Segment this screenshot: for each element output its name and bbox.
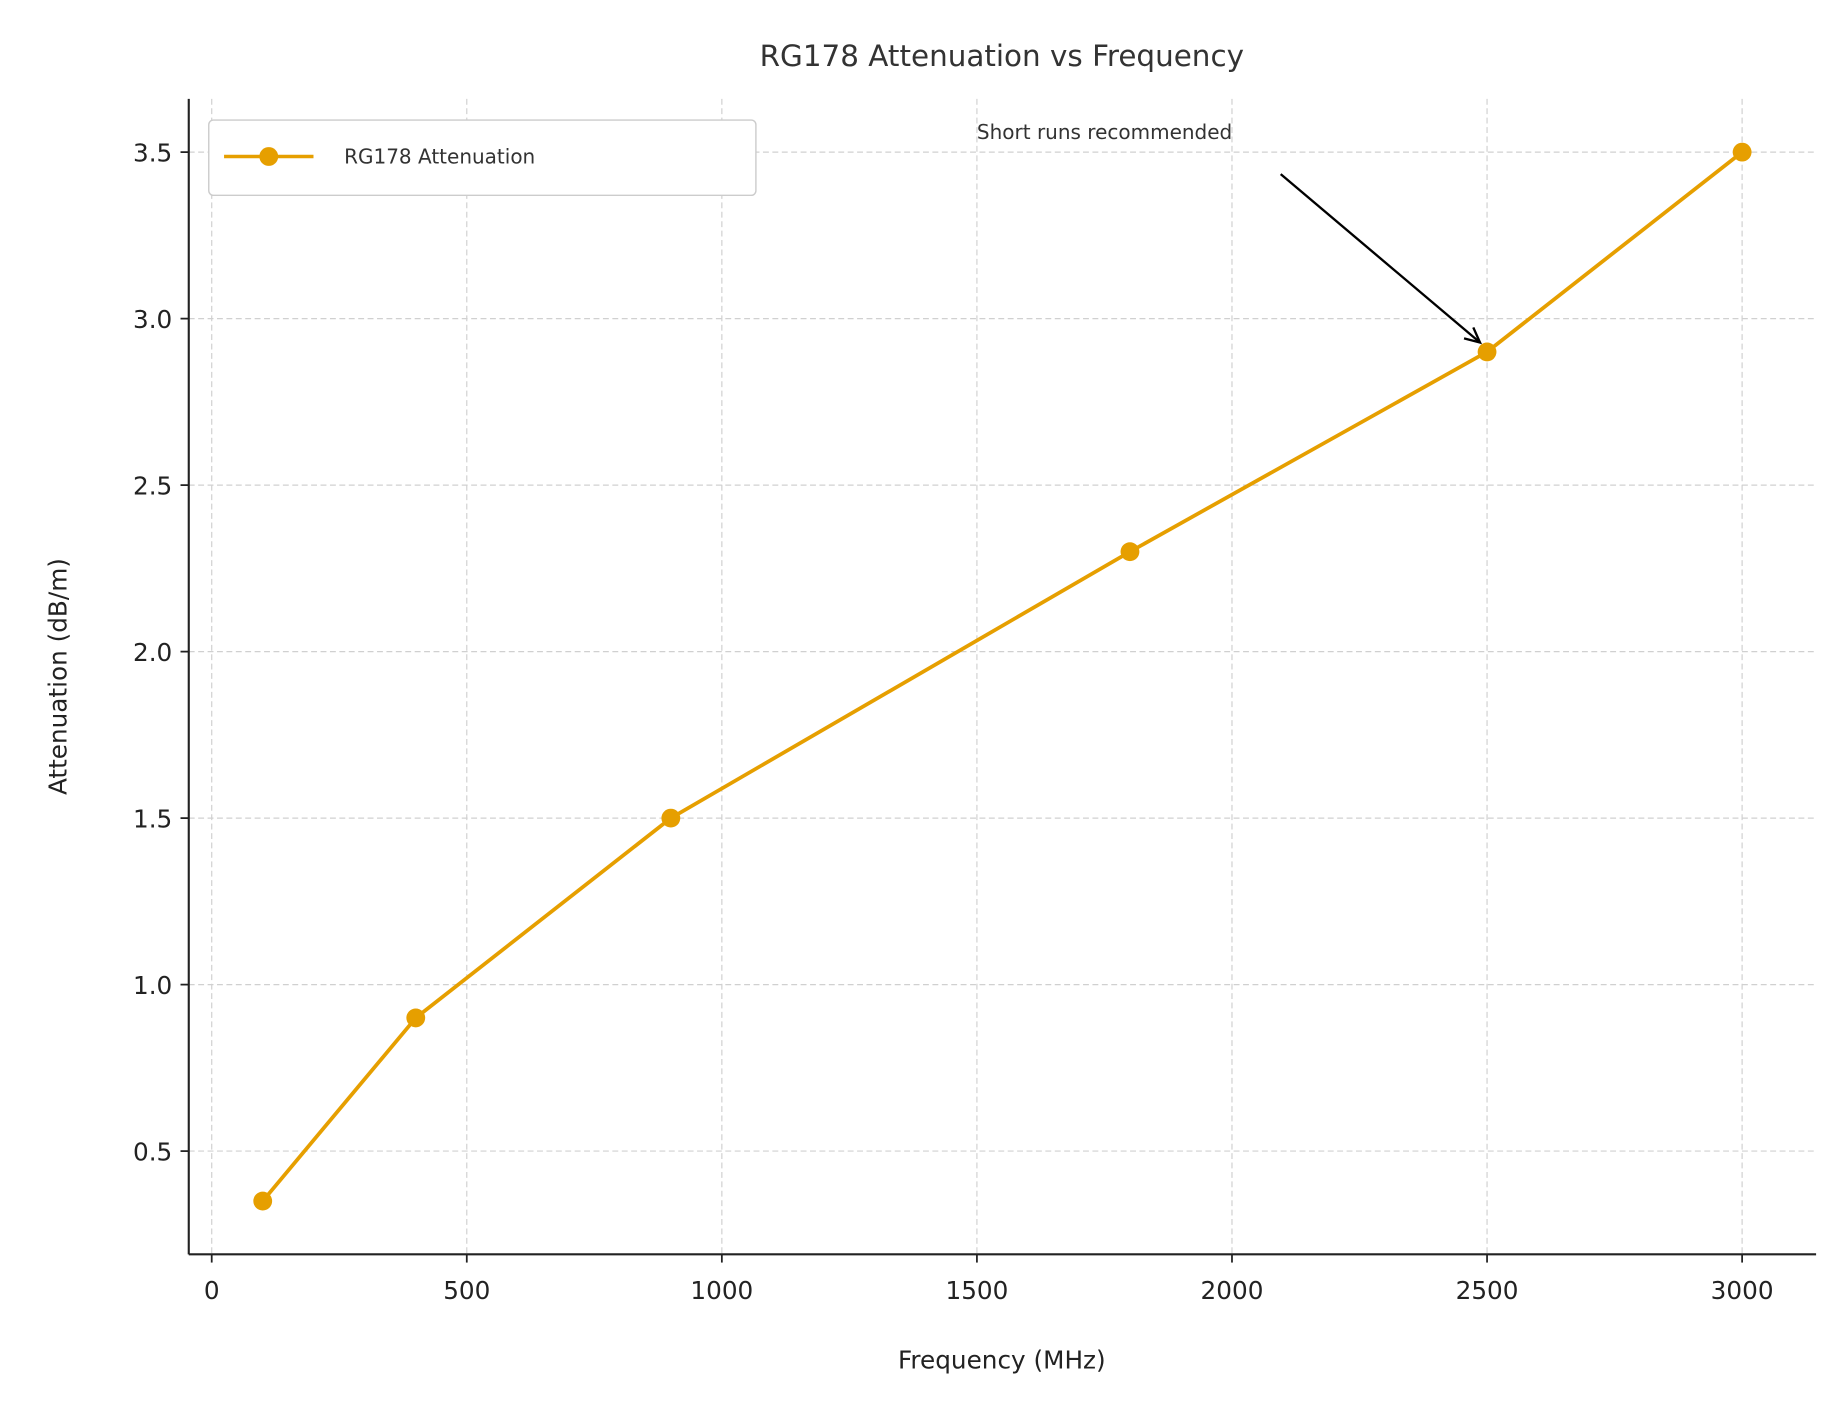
annotation-arrow <box>1279 173 1481 344</box>
series <box>253 142 1752 1211</box>
y-tick-label: 2.0 <box>133 638 172 667</box>
data-point <box>1477 342 1497 362</box>
series-line <box>261 150 1744 1203</box>
data-point <box>1120 542 1140 562</box>
data-point <box>253 1191 273 1211</box>
data-point <box>406 1008 426 1028</box>
x-tick-label: 1500 <box>945 1276 1008 1305</box>
legend: RG178 Attenuation <box>208 119 757 197</box>
y-tick-label: 3.5 <box>133 139 172 168</box>
grid <box>188 98 1817 1255</box>
y-tick-label: 0.5 <box>133 1138 172 1167</box>
legend-box <box>208 119 757 197</box>
axes <box>187 98 1817 1256</box>
chart-title: RG178 Attenuation vs Frequency <box>760 39 1244 73</box>
annotation: Short runs recommended <box>977 120 1483 345</box>
x-axis-label: Frequency (MHz) <box>898 1345 1106 1374</box>
annotation-arrowhead <box>1463 326 1483 345</box>
y-tick-label: 2.5 <box>133 472 172 501</box>
legend-label: RG178 Attenuation <box>344 145 535 169</box>
x-tick-label: 1000 <box>690 1276 753 1305</box>
data-point <box>661 808 681 828</box>
y-tick-label: 1.5 <box>133 805 172 834</box>
x-tick-label: 500 <box>443 1276 490 1305</box>
x-tick-label: 2000 <box>1201 1276 1264 1305</box>
ticks: 0 500 1000 1500 2000 2500 3000 0.5 1.0 1.5 2.0 2.5 3… <box>133 139 1774 1306</box>
y-axis-label: Attenuation (dB/m) <box>43 558 72 795</box>
x-tick-label: 0 <box>204 1276 220 1305</box>
x-tick-label: 3000 <box>1711 1276 1774 1305</box>
y-tick-label: 3.0 <box>133 305 172 334</box>
y-tick-label: 1.0 <box>133 971 172 1000</box>
annotation-text: Short runs recommended <box>977 120 1232 144</box>
data-point <box>1732 142 1752 162</box>
legend-marker <box>259 147 279 166</box>
x-tick-label: 2500 <box>1456 1276 1519 1305</box>
